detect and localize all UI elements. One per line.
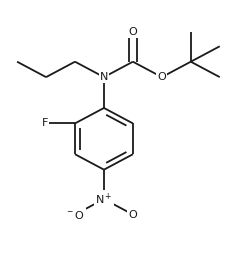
Text: N: N [100, 72, 108, 82]
Text: O: O [128, 27, 137, 37]
Text: $^-$O: $^-$O [65, 208, 85, 221]
Text: N$^+$: N$^+$ [95, 191, 113, 207]
Text: O: O [158, 72, 166, 82]
Text: O: O [128, 209, 137, 220]
Text: F: F [42, 118, 48, 128]
